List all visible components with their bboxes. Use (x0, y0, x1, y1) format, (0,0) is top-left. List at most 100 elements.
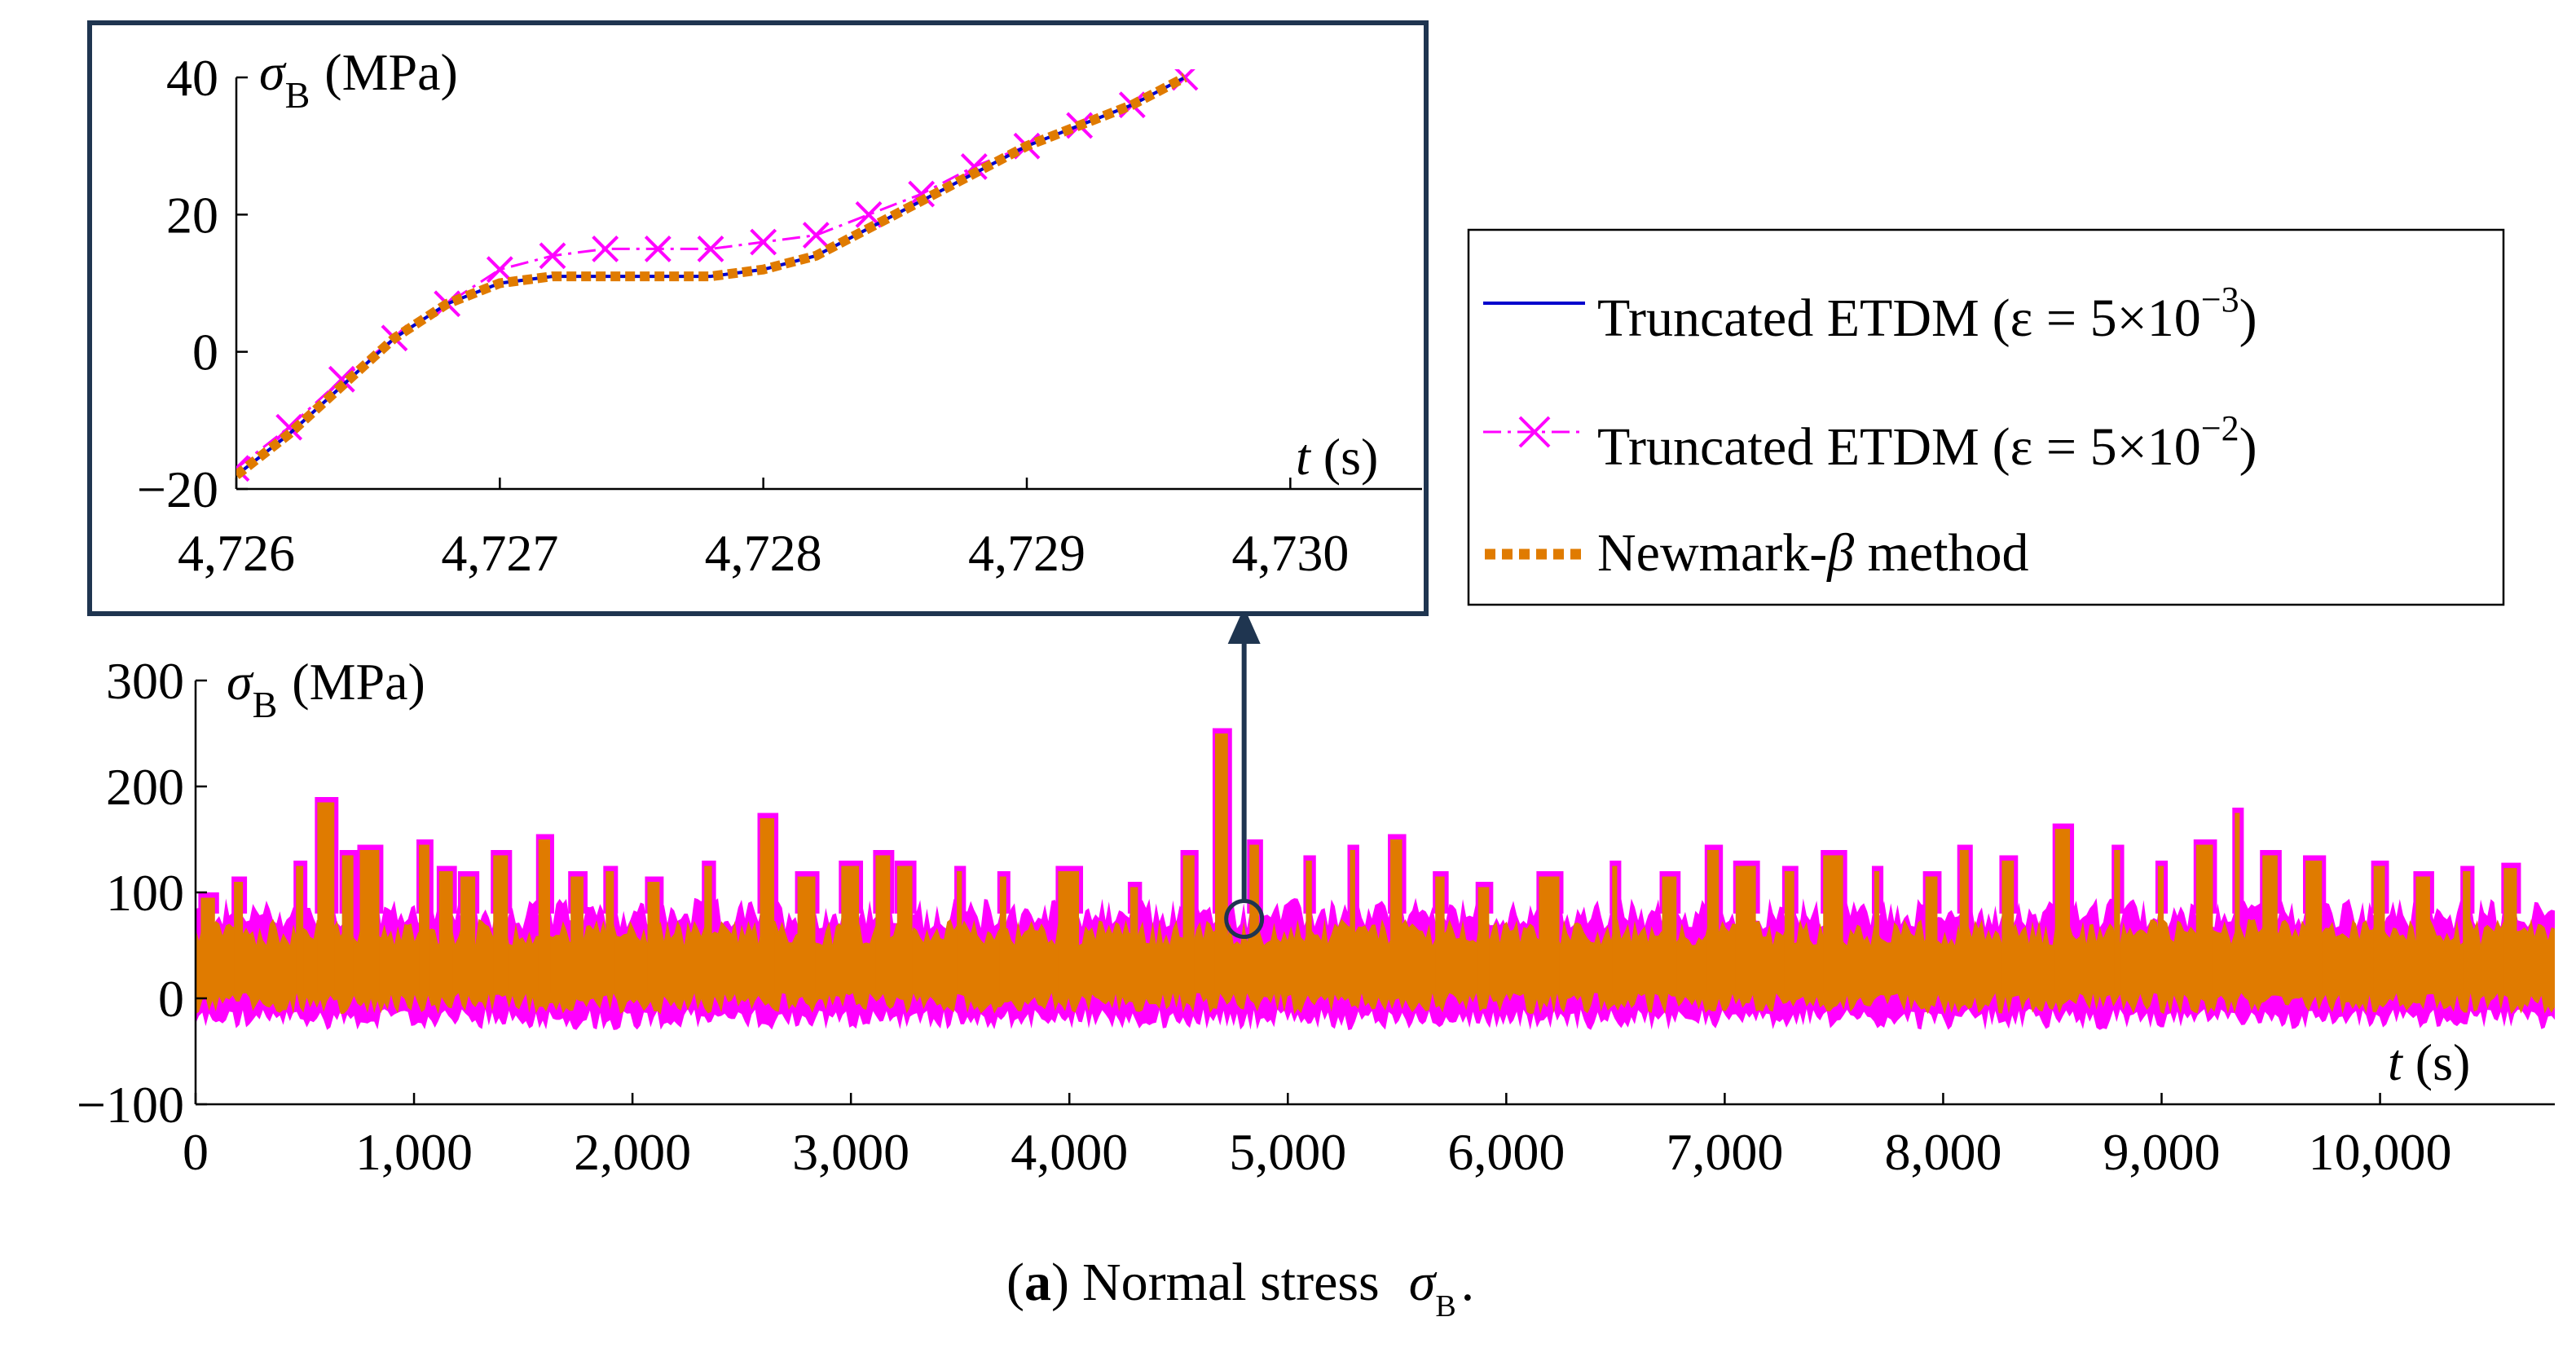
main-x-tick-label: 7,000 (1666, 1123, 1783, 1181)
main-spike-orange (1823, 855, 1843, 993)
main-spike-orange (957, 871, 962, 993)
main-chart: 0 1,000 2,000 3,000 4,000 5,000 6,000 7,000 8,00… (77, 652, 2555, 1181)
inset-y-label: σB (MPa) (259, 43, 458, 116)
main-spike-orange (317, 802, 335, 993)
main-spike-orange (1390, 839, 1402, 993)
inset-plot-area (236, 69, 1199, 482)
main-x-label-symbol: t (2388, 1033, 2404, 1091)
main-spike-orange (1706, 850, 1720, 993)
inset-marker-x (802, 222, 830, 249)
legend-box (1467, 228, 2505, 606)
caption-close-paren: ) (1051, 1253, 1069, 1312)
main-spike-orange (1735, 865, 1756, 993)
legend-label-etdm-fine: Truncated ETDM (ε = 5×10−3) (1597, 280, 2257, 348)
legend-entry-etdm-fine: Truncated ETDM (ε = 5×10−3) (1483, 280, 2257, 348)
inset-marker-x (750, 228, 777, 256)
legend-swatch-magenta-marker (1518, 416, 1551, 448)
inset-y-tick-label: −20 (137, 460, 218, 518)
main-y-label-symbol: σ (227, 653, 254, 711)
legend-1-eps: (ε = 5×10 (1993, 288, 2201, 348)
legend-1-name: Truncated ETDM (1597, 288, 1979, 348)
main-spike-orange (760, 818, 775, 993)
caption-end: . (1461, 1253, 1475, 1312)
main-x-tick-label: 10,000 (2309, 1123, 2452, 1181)
main-y-label-unit: (MPa) (292, 653, 425, 711)
inset-marker-x (908, 180, 936, 208)
main-y-ticks: −100 0 100 200 300 (77, 652, 207, 1134)
main-spike-orange (1925, 876, 1938, 993)
legend: Truncated ETDM (ε = 5×10−3) Truncated ETD… (1467, 228, 2505, 606)
main-spike-orange (2305, 861, 2323, 993)
inset-marker-x (960, 153, 988, 180)
main-spike-orange (1612, 865, 1618, 993)
main-spike-orange (1477, 887, 1490, 993)
legend-label-newmark: Newmark-β method (1597, 523, 2029, 583)
main-spike-orange (419, 844, 429, 993)
main-y-tick-label: 0 (158, 970, 184, 1028)
main-spikes (198, 728, 2521, 993)
main-y-label: σB (MPa) (227, 653, 425, 725)
main-x-tick-label: 3,000 (792, 1123, 909, 1181)
main-spike-orange (647, 882, 660, 993)
main-x-tick-label: 6,000 (1447, 1123, 1565, 1181)
legend-2-name: Truncated ETDM (1597, 417, 1979, 477)
main-plot-area (196, 728, 2555, 1030)
inset-marker-x (328, 365, 355, 393)
inset-x-tick-label: 4,728 (705, 524, 822, 582)
inset-axes: 4,726 4,727 4,728 4,729 4,730 −20 0 20 40 (137, 49, 1422, 582)
legend-entry-newmark: Newmark-β method (1485, 523, 2029, 583)
inset-x-tick-label: 4,730 (1231, 524, 1349, 582)
main-spike-orange (359, 850, 380, 993)
inset-y-label-symbol: σ (259, 43, 287, 101)
inset-marker-x (697, 236, 724, 262)
main-spike-orange (1182, 855, 1195, 993)
legend-3-name: Newmark- (1597, 523, 1827, 583)
main-spike-orange (234, 882, 244, 993)
main-spike-orange (1350, 850, 1355, 993)
main-x-tick-label: 5,000 (1229, 1123, 1346, 1181)
main-spike-orange (341, 855, 354, 993)
main-x-tick-label: 9,000 (2103, 1123, 2221, 1181)
main-spike-orange (1306, 861, 1312, 993)
inset-x-label-unit: (s) (1323, 428, 1379, 486)
main-x-tick-label: 1,000 (355, 1123, 473, 1181)
inset-y-ticks: −20 0 20 40 (137, 49, 248, 518)
caption-text: Normal stress (1082, 1253, 1380, 1312)
main-x-ticks: 0 1,000 2,000 3,000 4,000 5,000 6,000 7,000 8,00… (183, 1093, 2452, 1181)
main-spike-orange (2054, 829, 2071, 993)
inset-y-tick-label: 20 (166, 186, 218, 244)
inset-y-tick-label: 0 (192, 324, 218, 381)
inset-marker-x (592, 236, 619, 262)
main-spike-orange (200, 897, 215, 993)
legend-2-close: ) (2239, 417, 2257, 477)
main-spike-orange (1874, 871, 1880, 993)
zoom-arrow (1227, 607, 1261, 901)
inset-y-label-unit: (MPa) (324, 43, 458, 101)
main-spike-orange (1539, 876, 1560, 993)
main-y-tick-label: −100 (77, 1076, 184, 1134)
main-x-tick-label: 0 (183, 1123, 209, 1181)
main-spike-orange (841, 865, 860, 993)
main-spike-orange (2195, 844, 2213, 993)
main-x-tick-label: 2,000 (574, 1123, 691, 1181)
main-spike-orange (605, 871, 614, 993)
main-spike-orange (2235, 813, 2240, 993)
caption-subscript: B (1435, 1289, 1455, 1324)
main-x-tick-label: 4,000 (1011, 1123, 1128, 1181)
legend-1-exponent: −3 (2201, 280, 2239, 319)
legend-3-suffix: method (1854, 523, 2028, 583)
inset-x-ticks: 4,726 4,727 4,728 4,729 4,730 (178, 478, 1349, 582)
legend-2-eps: (ε = 5×10 (1993, 417, 2201, 477)
inset-y-label-subscript: B (285, 74, 310, 116)
main-x-label: t (s) (2388, 1033, 2470, 1091)
inset-x-label-symbol: t (1296, 428, 1312, 486)
main-spike-orange (493, 855, 509, 993)
main-spike-orange (875, 855, 891, 993)
main-spike-orange (1214, 733, 1228, 993)
caption-label: a (1024, 1253, 1051, 1312)
main-x-tick-label: 8,000 (1884, 1123, 2001, 1181)
main-spike-orange (896, 865, 913, 993)
inset-marker-x (644, 236, 672, 262)
main-spike-orange (1058, 871, 1080, 993)
